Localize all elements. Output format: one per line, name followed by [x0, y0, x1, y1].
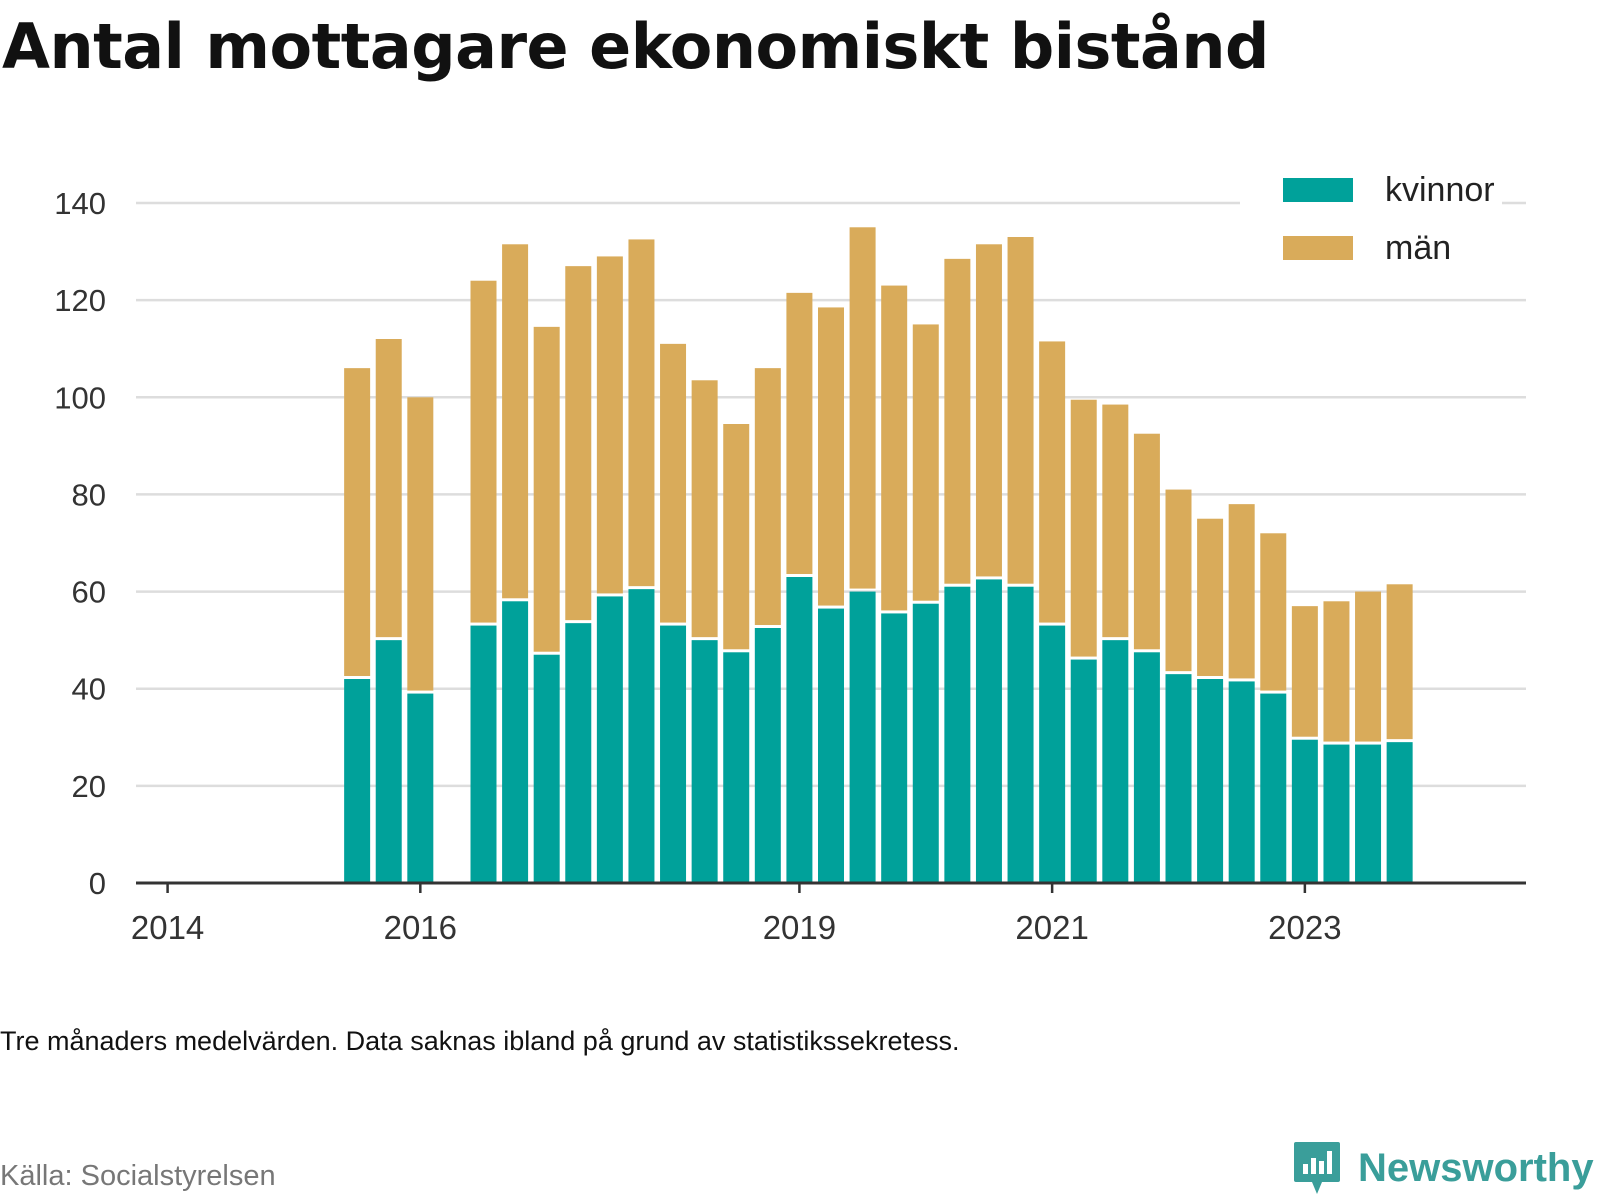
brand-logo: Newsworthy	[1292, 1140, 1594, 1196]
bar-man	[533, 326, 560, 652]
y-tick-label: 140	[54, 186, 106, 221]
bar-kvinnor	[1102, 640, 1129, 883]
bar-kvinnor	[660, 625, 687, 883]
bar-kvinnor	[1386, 742, 1413, 883]
bar-man	[1165, 489, 1192, 672]
chart-title: Antal mottagare ekonomiskt bistånd	[2, 10, 1269, 83]
bar-man	[881, 285, 908, 611]
y-tick-label: 0	[89, 866, 106, 901]
bar-man	[1228, 504, 1255, 679]
bar-kvinnor	[1355, 744, 1382, 883]
bar-man	[407, 397, 434, 691]
bar-man	[565, 266, 592, 621]
bar-man	[818, 307, 844, 606]
bar-kvinnor	[1228, 681, 1255, 883]
chart-note: Tre månaders medelvärden. Data saknas ib…	[0, 1026, 960, 1056]
legend-label: män	[1385, 229, 1451, 267]
bar-man	[849, 227, 876, 589]
chart-bubble-icon	[1294, 1142, 1340, 1194]
bar-kvinnor	[975, 579, 1002, 883]
bar-kvinnor	[881, 613, 908, 883]
bar-man	[660, 343, 687, 623]
bar-kvinnor	[849, 591, 876, 883]
bar-man	[1355, 591, 1382, 742]
bar-man	[691, 380, 718, 638]
bar-man	[723, 424, 750, 650]
bar-man	[1291, 606, 1318, 737]
bar-kvinnor	[1039, 625, 1066, 883]
bar-man	[1260, 533, 1287, 691]
bar-man	[1039, 341, 1066, 623]
bar-man	[912, 324, 939, 601]
bar-man	[944, 258, 971, 584]
bar-kvinnor	[470, 625, 497, 883]
bar-man	[375, 339, 402, 638]
bar-kvinnor	[565, 623, 592, 883]
bar-kvinnor	[375, 640, 402, 883]
bar-kvinnor	[786, 577, 813, 883]
bar-kvinnor	[723, 652, 750, 883]
legend: kvinnor män	[1240, 168, 1502, 268]
y-tick-label: 100	[54, 380, 106, 415]
x-tick-label: 2019	[763, 909, 836, 946]
x-tick-label: 2023	[1268, 909, 1341, 946]
x-tick-label: 2014	[131, 909, 204, 946]
bar-man	[502, 244, 529, 599]
bar-man	[786, 292, 813, 574]
bar-man	[1007, 237, 1034, 584]
bar-kvinnor	[628, 589, 655, 883]
y-axis-ticks: 0 20 40 60 80 100 120 140	[54, 186, 106, 901]
bar-man	[596, 256, 623, 594]
y-tick-label: 40	[72, 672, 106, 707]
bars	[344, 227, 1413, 883]
bar-kvinnor	[1007, 586, 1034, 883]
bar-man	[1102, 404, 1129, 638]
y-tick-label: 60	[72, 575, 106, 610]
x-tick-label: 2016	[384, 909, 457, 946]
bar-kvinnor	[1291, 739, 1318, 883]
bar-man	[1070, 399, 1097, 657]
bar-kvinnor	[596, 596, 623, 883]
bar-kvinnor	[818, 608, 844, 883]
bar-kvinnor	[344, 679, 371, 883]
bar-kvinnor	[1197, 679, 1224, 883]
legend-swatch	[1283, 178, 1353, 202]
y-tick-label: 20	[72, 769, 106, 804]
bar-man	[1197, 518, 1224, 676]
bar-man	[1133, 433, 1160, 650]
legend-label: kvinnor	[1385, 171, 1495, 209]
x-tick-label: 2021	[1015, 909, 1088, 946]
y-tick-label: 80	[72, 477, 106, 512]
bar-kvinnor	[1323, 744, 1350, 883]
bar-man	[470, 280, 497, 623]
bar-man	[344, 368, 371, 676]
bar-kvinnor	[1165, 674, 1192, 883]
bar-man	[1386, 584, 1413, 740]
legend-swatch	[1283, 236, 1353, 260]
bar-kvinnor	[502, 601, 529, 883]
bar-kvinnor	[912, 603, 939, 883]
brand-name: Newsworthy	[1358, 1145, 1594, 1190]
bar-man	[1323, 601, 1350, 742]
bar-kvinnor	[944, 586, 971, 883]
bar-kvinnor	[533, 654, 560, 883]
source-credit: Källa: Socialstyrelsen	[0, 1160, 276, 1192]
bar-man	[975, 244, 1002, 577]
x-axis: 2014 2016 2019 2021 2023	[131, 881, 1526, 946]
bar-kvinnor	[691, 640, 718, 883]
bar-kvinnor	[1070, 659, 1097, 883]
bar-kvinnor	[407, 693, 434, 883]
bar-man	[754, 368, 781, 625]
y-tick-label: 120	[54, 283, 106, 318]
bar-kvinnor	[1260, 693, 1287, 883]
bar-kvinnor	[1133, 652, 1160, 883]
bar-kvinnor	[754, 628, 781, 883]
bar-man	[628, 239, 655, 587]
